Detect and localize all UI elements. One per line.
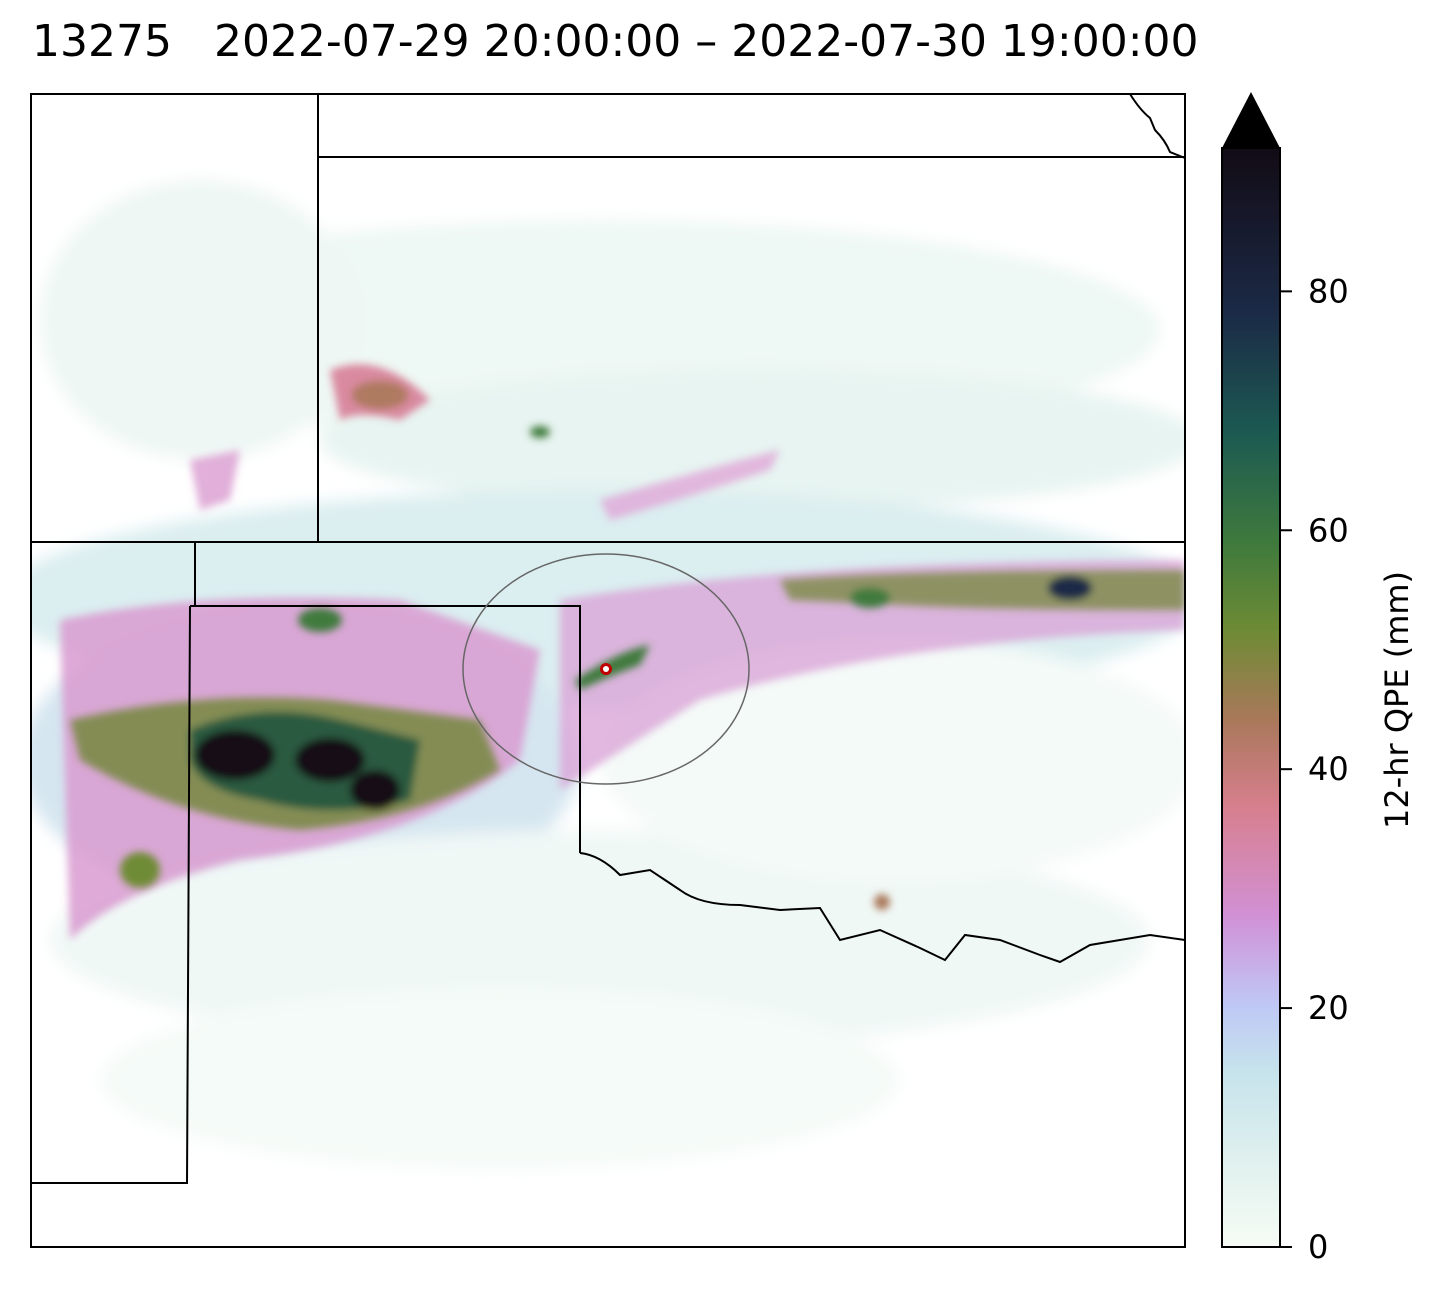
colorbar-label: 12-hr QPE (mm)	[1378, 571, 1416, 829]
state-boundaries	[31, 93, 1186, 1184]
colorbar: 0 20 40 60 80 12-hr QPE (mm)	[1221, 92, 1416, 1266]
search-radius-circle	[462, 553, 750, 785]
center-point-marker	[600, 663, 612, 675]
colorbar-frame	[1221, 147, 1281, 1248]
colorbar-extend-arrow	[1222, 92, 1280, 148]
precipitation-field	[31, 94, 1185, 1247]
colorbar-ticks: 0 20 40 60 80	[1280, 272, 1349, 1266]
colorbar-body	[1222, 148, 1280, 1247]
colorbar-tick-label: 0	[1308, 1228, 1328, 1266]
colorbar-tick-label: 20	[1308, 989, 1349, 1027]
map-title: 13275 2022-07-29 20:00:00 – 2022-07-30 1…	[32, 20, 1199, 64]
map-frame	[30, 93, 1186, 1248]
heavy-precip-core	[70, 381, 1185, 910]
title-id: 13275	[32, 16, 172, 67]
colorbar-tick-label: 80	[1308, 272, 1349, 310]
title-period: 2022-07-29 20:00:00 – 2022-07-30 19:00:0…	[213, 16, 1199, 67]
colorbar-tick-label: 40	[1308, 750, 1349, 788]
colorbar-tick-label: 60	[1308, 511, 1349, 549]
